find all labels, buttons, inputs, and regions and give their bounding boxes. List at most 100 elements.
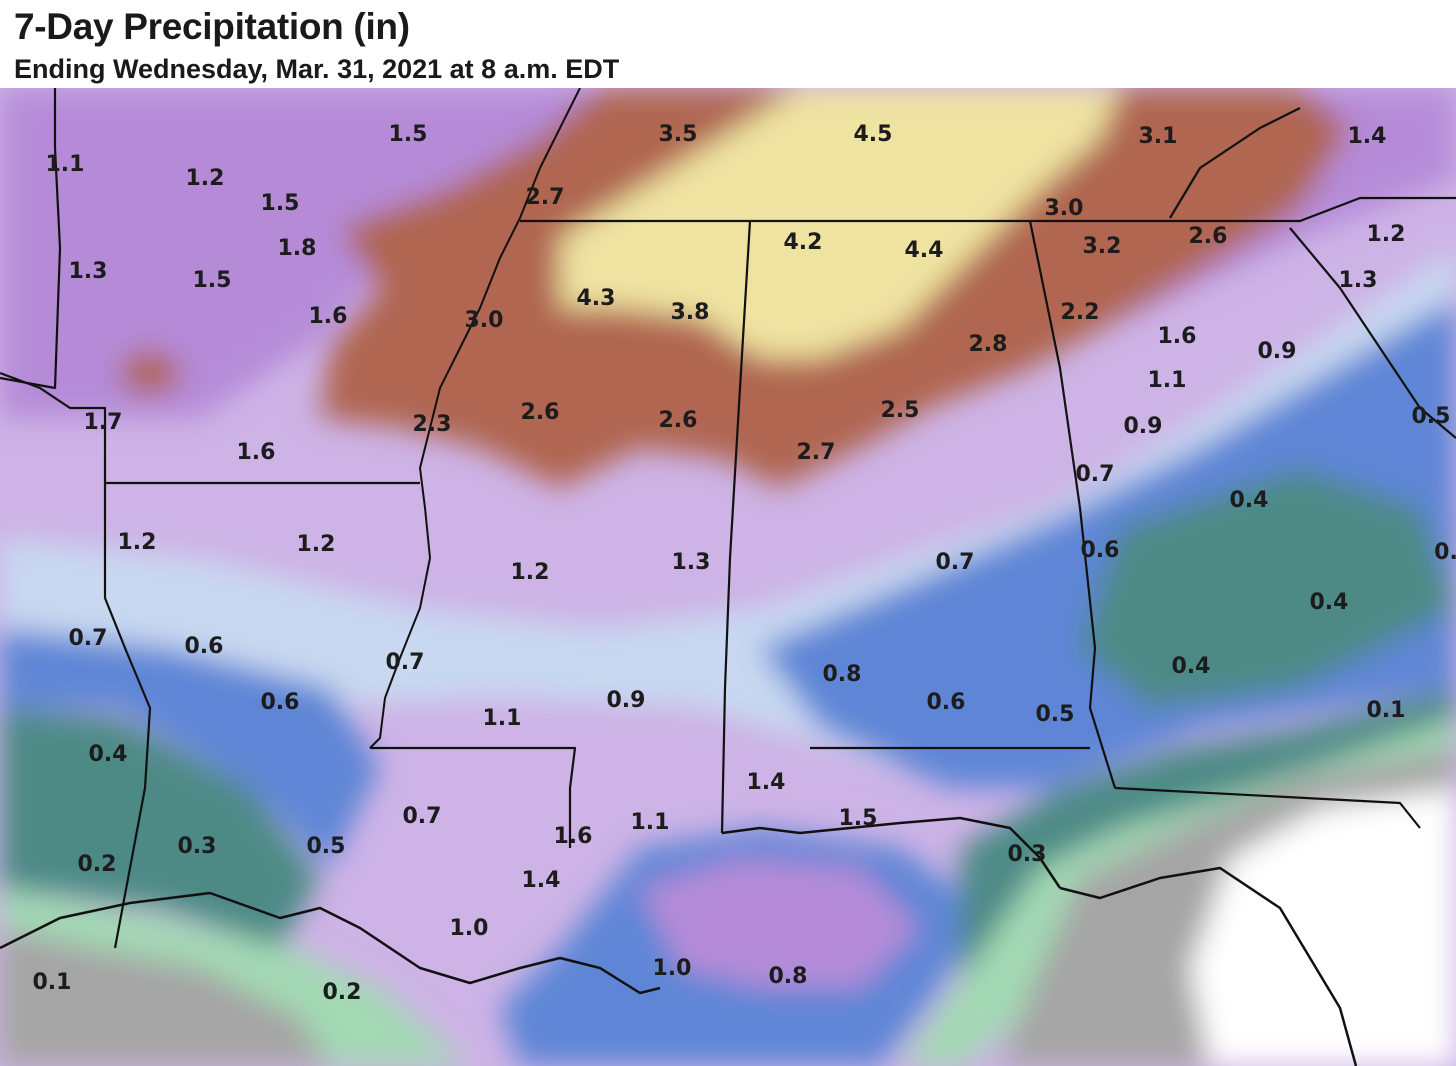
precip-value-label: 1.1 (46, 152, 85, 177)
coastline (0, 816, 1358, 1066)
precip-value-label: 0.6 (261, 690, 300, 715)
precip-value-label: 0.3 (1008, 842, 1047, 867)
band-gray-southwest (0, 928, 330, 1066)
precip-value-label: 1.1 (631, 810, 670, 835)
precip-value-label: 3.5 (659, 122, 698, 147)
precip-value-label: 0.6 (927, 690, 966, 715)
border-georgia-florida (1114, 786, 1421, 829)
precip-value-label: 0.7 (936, 550, 975, 575)
precip-value-label: 2.5 (881, 398, 920, 423)
precip-value-label: 1.5 (261, 191, 300, 216)
precip-value-label: 1.4 (1348, 124, 1387, 149)
band-teal-east (1080, 468, 1456, 708)
value-labels: 1.1 1.2 1.5 1.5 1.8 1.3 1.5 1.6 2.7 3.5 4.5 3.1 1.4 3… (33, 122, 1456, 1005)
precip-value-label: 0.6 (185, 634, 224, 659)
band-purple-northwest (0, 88, 620, 418)
precip-value-label: 0.4 (1310, 590, 1349, 615)
border-georgia-carolina (1289, 227, 1456, 439)
precip-value-label: 0.9 (607, 688, 646, 713)
precip-value-label: 1.1 (1148, 368, 1187, 393)
precip-value-label: 4.2 (784, 230, 823, 255)
precip-value-label: 3.8 (671, 300, 710, 325)
precip-value-label: 3.2 (1083, 234, 1122, 259)
map-title: 7-Day Precipitation (in) (14, 6, 410, 47)
border-oklahoma-texas (0, 88, 62, 390)
coastline-florida-big-bend (1059, 866, 1358, 1066)
border-louisiana-mississippi (370, 746, 577, 848)
precip-value-label: 0. (1434, 540, 1456, 565)
precip-value-label: 2.6 (1189, 224, 1228, 249)
precip-value-label: 1.0 (653, 956, 692, 981)
precip-value-label: 3.0 (465, 308, 504, 333)
precip-value-label: 0.9 (1124, 414, 1163, 439)
precip-value-label: 0.5 (307, 834, 346, 859)
precip-value-label: 4.3 (577, 286, 616, 311)
precip-value-label: 0.2 (78, 852, 117, 877)
precip-value-label: 0.7 (403, 804, 442, 829)
precip-value-label: 2.8 (969, 332, 1008, 357)
state-borders (0, 88, 1456, 949)
band-no-precip (1190, 788, 1456, 1066)
precip-value-label: 0.5 (1412, 404, 1451, 429)
precip-value-label: 1.2 (118, 530, 157, 555)
precip-value-label: 1.3 (672, 550, 711, 575)
precip-value-label: 0.8 (823, 662, 862, 687)
precip-value-label: 0.7 (69, 626, 108, 651)
border-alabama-georgia (1028, 220, 1117, 789)
border-texas-louisiana (103, 483, 152, 949)
precip-value-label: 2.7 (526, 185, 565, 210)
precip-value-label: 1.0 (450, 916, 489, 941)
precip-value-label: 0.8 (769, 964, 808, 989)
precip-value-label: 4.4 (905, 238, 944, 263)
precip-value-label: 3.1 (1139, 124, 1178, 149)
coastline-texas-louisiana (0, 891, 661, 995)
precip-value-label: 1.8 (278, 236, 317, 261)
precipitation-map: 1.1 1.2 1.5 1.5 1.8 1.3 1.5 1.6 2.7 3.5 4.5 3.1 1.4 3… (0, 88, 1456, 1066)
precip-value-label: 1.2 (186, 166, 225, 191)
precip-shading (0, 88, 1456, 1066)
coastline-mississippi-alabama-florida (721, 816, 1062, 889)
precip-value-label: 1.3 (69, 259, 108, 284)
precip-value-label: 0.2 (323, 980, 362, 1005)
precip-value-label: 0.7 (386, 650, 425, 675)
precip-value-label: 0.4 (89, 742, 128, 767)
precip-value-label: 1.2 (1367, 222, 1406, 247)
band-purple-gulf (640, 858, 920, 988)
precip-value-label: 1.6 (554, 824, 593, 849)
precip-value-label: 0.6 (1081, 538, 1120, 563)
band-heavy-west-blob (120, 351, 180, 395)
mississippi-river (369, 88, 581, 749)
precip-value-label: 2.2 (1061, 300, 1100, 325)
precip-value-label: 0.4 (1172, 654, 1211, 679)
precip-value-label: 1.6 (309, 304, 348, 329)
border-kentucky-tennessee (1169, 107, 1301, 219)
precip-value-label: 1.4 (522, 868, 561, 893)
map-header: 7-Day Precipitation (in) Ending Wednesda… (0, 0, 1456, 88)
precip-value-label: 0.4 (1230, 488, 1269, 513)
precip-value-label: 1.5 (839, 806, 878, 831)
precip-value-label: 4.5 (854, 122, 893, 147)
precip-value-label: 0.1 (33, 970, 72, 995)
band-teal-southwest (0, 708, 320, 948)
precip-value-label: 1.7 (84, 410, 123, 435)
precip-value-label: 0.5 (1036, 702, 1075, 727)
precip-value-label: 1.6 (237, 440, 276, 465)
border-mississippi-alabama (720, 220, 752, 834)
precip-value-label: 3.0 (1045, 196, 1084, 221)
precip-value-label: 1.2 (511, 560, 550, 585)
precip-value-label: 2.6 (659, 408, 698, 433)
band-blue (0, 628, 380, 868)
precip-value-label: 0.7 (1076, 462, 1115, 487)
precip-value-label: 2.3 (413, 412, 452, 437)
precip-value-label: 1.2 (297, 532, 336, 557)
precip-value-label: 1.5 (193, 268, 232, 293)
precip-value-label: 0.9 (1258, 339, 1297, 364)
precip-value-label: 0.3 (178, 834, 217, 859)
precip-value-label: 1.4 (747, 770, 786, 795)
precip-value-label: 2.6 (521, 400, 560, 425)
border-tennessee-south (520, 196, 1456, 223)
precip-value-label: 1.6 (1158, 324, 1197, 349)
band-extreme (560, 88, 1120, 358)
precip-value-label: 1.1 (483, 706, 522, 731)
precip-value-label: 0.1 (1367, 698, 1406, 723)
